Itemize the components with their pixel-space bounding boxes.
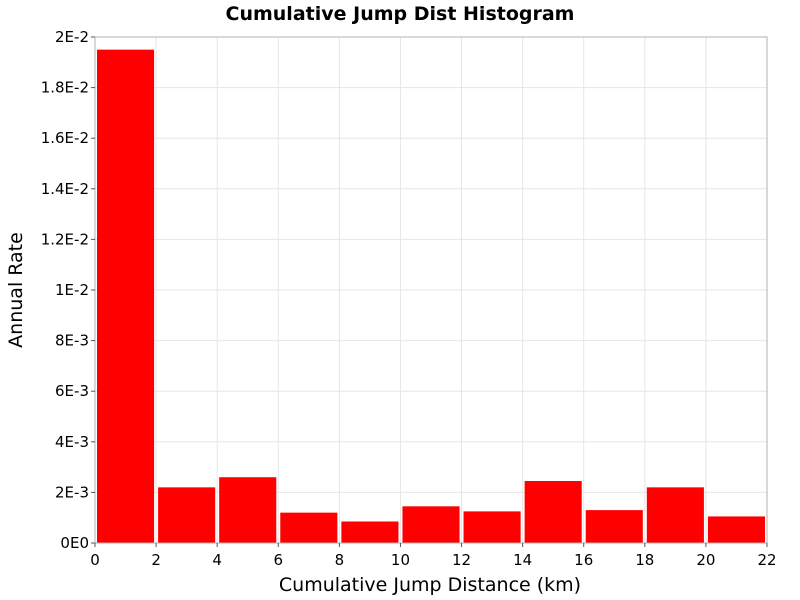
chart-title: Cumulative Jump Dist Histogram (226, 3, 575, 25)
y-tick-label: 1E-2 (55, 281, 89, 299)
x-tick-label: 20 (696, 551, 715, 569)
grid (94, 36, 768, 544)
x-tick-label: 22 (757, 551, 776, 569)
histogram-bar (97, 49, 155, 544)
y-tick-label: 1.2E-2 (41, 230, 89, 248)
histogram-bar (646, 487, 704, 543)
y-tick-label: 1.8E-2 (41, 79, 89, 97)
y-tick-label: 0E0 (60, 534, 89, 552)
y-tick-label: 8E-3 (55, 332, 89, 350)
y-tick-label: 6E-3 (55, 382, 89, 400)
y-tick-label: 1.4E-2 (41, 180, 89, 198)
histogram-bar (280, 512, 338, 543)
histogram-bar (463, 511, 521, 543)
histogram-bar (219, 477, 277, 543)
x-tick-label: 4 (212, 551, 222, 569)
y-tick-label: 1.6E-2 (41, 129, 89, 147)
x-tick-label: 18 (635, 551, 654, 569)
histogram-bar (524, 481, 582, 543)
x-tick-label: 16 (574, 551, 593, 569)
x-axis-label: Cumulative Jump Distance (km) (279, 574, 581, 596)
histogram-bar (158, 487, 216, 543)
x-tick-label: 8 (335, 551, 345, 569)
x-tick-label: 14 (513, 551, 532, 569)
x-axis: 0 2 4 6 8 10 12 14 16 18 20 22 (90, 543, 777, 569)
x-tick-label: 2 (151, 551, 161, 569)
bars (97, 49, 765, 544)
histogram-bar (707, 516, 765, 543)
histogram-bar (585, 510, 643, 543)
histogram-bar (341, 521, 399, 543)
x-tick-label: 10 (391, 551, 410, 569)
x-tick-label: 12 (452, 551, 471, 569)
y-axis-label: Annual Rate (5, 232, 27, 348)
x-tick-label: 0 (90, 551, 100, 569)
y-tick-label: 4E-3 (55, 433, 89, 451)
y-axis: 0E0 2E-3 4E-3 6E-3 8E-3 1E-2 1.2E-2 1.4E-2 1.6E-… (41, 28, 95, 552)
y-tick-label: 2E-2 (55, 28, 89, 46)
x-tick-label: 6 (273, 551, 283, 569)
histogram-bar (402, 506, 460, 543)
y-tick-label: 2E-3 (55, 483, 89, 501)
